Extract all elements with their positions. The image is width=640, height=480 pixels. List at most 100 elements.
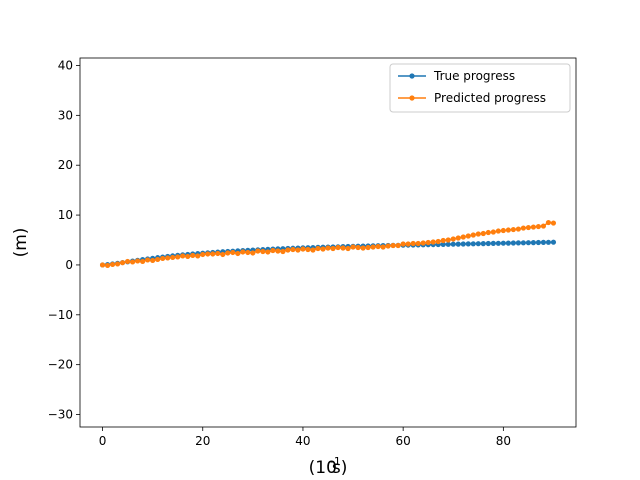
- y-tick-label: 20: [58, 158, 73, 172]
- x-axis-title-main: (10: [309, 458, 337, 478]
- data-point-1: [390, 242, 396, 249]
- data-point-0: [490, 240, 496, 246]
- data-point-1: [245, 249, 251, 256]
- data-point-1: [340, 245, 346, 251]
- data-point-0: [520, 240, 526, 246]
- data-point-1: [325, 245, 331, 251]
- data-point-1: [260, 248, 266, 255]
- data-point-1: [490, 229, 496, 235]
- data-point-1: [225, 250, 231, 256]
- data-point-1: [175, 254, 181, 260]
- data-point-1: [430, 239, 436, 245]
- data-point-1: [125, 258, 131, 265]
- data-point-0: [540, 239, 547, 245]
- data-point-1: [270, 247, 276, 254]
- data-point-0: [455, 241, 461, 247]
- data-point-1: [195, 253, 201, 259]
- x-tick-label: 40: [295, 434, 310, 448]
- data-point-1: [525, 224, 532, 231]
- data-point-1: [190, 252, 196, 259]
- data-point-1: [130, 259, 136, 265]
- legend-marker-true: [409, 73, 415, 79]
- data-point-1: [295, 247, 301, 253]
- axes-frame: [79, 57, 577, 428]
- data-point-0: [530, 240, 537, 246]
- data-point-1: [395, 242, 401, 249]
- data-point-1: [235, 250, 241, 257]
- data-point-1: [540, 223, 547, 229]
- data-point-1: [365, 244, 371, 251]
- x-tick-label: 0: [99, 434, 107, 448]
- data-point-1: [275, 248, 281, 254]
- data-point-0: [515, 240, 521, 246]
- data-point-1: [375, 243, 381, 250]
- x-axis: 0 20 40 60 80: [99, 427, 511, 448]
- data-point-1: [170, 254, 176, 261]
- data-point-1: [185, 253, 191, 260]
- data-point-1: [400, 241, 406, 247]
- x-axis-title-superscript: -1: [330, 455, 341, 468]
- y-tick-label: 40: [58, 58, 73, 72]
- data-point-1: [405, 241, 411, 247]
- data-point-1: [315, 245, 321, 252]
- data-point-1: [330, 245, 336, 252]
- data-point-1: [265, 249, 271, 255]
- data-point-1: [425, 239, 431, 246]
- data-point-1: [210, 251, 216, 257]
- data-point-1: [410, 240, 416, 247]
- data-point-1: [250, 250, 256, 256]
- data-point-1: [305, 246, 311, 253]
- data-point-1: [150, 257, 156, 264]
- data-point-1: [520, 225, 526, 231]
- data-point-1: [114, 261, 121, 267]
- data-point-1: [160, 255, 166, 262]
- data-point-0: [525, 240, 532, 246]
- data-point-1: [280, 248, 286, 255]
- data-point-1: [485, 229, 491, 236]
- data-point-1: [350, 244, 356, 250]
- data-point-1: [460, 234, 466, 240]
- data-point-1: [165, 255, 171, 261]
- data-point-1: [180, 253, 186, 259]
- data-point-1: [450, 236, 456, 242]
- data-point-1: [135, 258, 141, 264]
- data-point-1: [335, 244, 341, 251]
- data-point-1: [455, 235, 461, 241]
- data-point-1: [240, 249, 246, 255]
- data-point-0: [450, 241, 456, 247]
- y-tick-label: −20: [48, 358, 73, 372]
- data-point-1: [109, 261, 116, 268]
- y-tick-label: −30: [48, 408, 73, 422]
- data-point-0: [475, 241, 481, 247]
- data-point-1: [515, 226, 521, 232]
- data-point-1: [155, 256, 161, 263]
- data-point-0: [550, 239, 557, 245]
- data-point-0: [440, 241, 446, 247]
- data-point-1: [495, 228, 501, 234]
- data-point-1: [385, 243, 391, 249]
- data-point-1: [285, 247, 291, 253]
- data-point-1: [320, 246, 326, 252]
- data-point-1: [140, 258, 146, 265]
- legend-marker-predicted: [409, 95, 415, 101]
- data-point-0: [485, 240, 491, 247]
- legend: True progress Predicted progress: [389, 63, 571, 113]
- data-point-0: [445, 241, 451, 247]
- data-point-1: [360, 245, 366, 251]
- data-point-0: [470, 241, 476, 247]
- y-tick-label: 30: [58, 108, 73, 122]
- x-tick-label: 20: [195, 434, 210, 448]
- data-point-1: [205, 251, 211, 257]
- x-tick-label: 60: [396, 434, 411, 448]
- legend-label-predicted: Predicted progress: [434, 91, 546, 105]
- y-axis-title: (m): [11, 228, 31, 258]
- y-axis: −30 −20 −10 0 10 20 30 40: [48, 58, 80, 422]
- data-point-1: [380, 244, 386, 250]
- data-point-1: [345, 245, 351, 252]
- data-point-1: [435, 238, 441, 245]
- data-point-1: [215, 250, 221, 257]
- data-point-0: [495, 240, 501, 246]
- x-tick-label: 80: [496, 434, 511, 448]
- data-point-1: [355, 244, 361, 251]
